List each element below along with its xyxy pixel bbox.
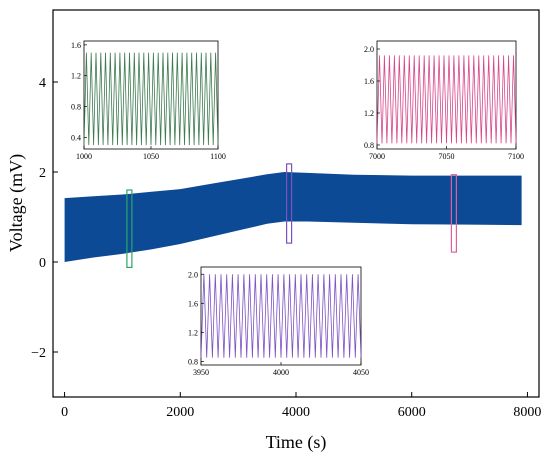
signal-envelope-area-0 (64, 172, 522, 262)
x-tick-label: 4000 (282, 405, 310, 420)
y-tick-label: −2 (31, 346, 46, 361)
inset-y-tick-label: 0.8 (364, 141, 374, 150)
x-axis-title: Time (s) (266, 432, 327, 453)
inset-y-tick-label: 2.0 (364, 45, 374, 54)
x-tick-label: 6000 (398, 405, 426, 420)
inset-0: 1000 1050 1100 0.4 0.8 1.2 1.6 (71, 40, 226, 161)
inset-x-tick-label: 7000 (369, 152, 385, 161)
x-tick-label: 0 (61, 405, 68, 420)
inset-2: 7000 7050 7100 0.8 1.2 1.6 2.0 (364, 40, 524, 161)
highlight-box-0 (126, 189, 133, 269)
x-tick-label: 2000 (166, 405, 194, 420)
inset-y-tick-label: 0.4 (71, 133, 81, 142)
inset-signal-line (83, 52, 219, 146)
inset-x-tick-label: 1000 (76, 152, 92, 161)
inset-1: 3950 4000 4050 0.8 1.2 1.6 2.0 (188, 266, 369, 377)
inset-signal-line (376, 55, 517, 144)
inset-y-tick-label: 0.8 (71, 103, 81, 112)
y-tick-label: 0 (39, 256, 46, 271)
inset-y-tick-label: 1.6 (364, 77, 374, 86)
inset-y-tick-label: 1.2 (364, 109, 374, 118)
y-tick-label: 2 (39, 166, 46, 181)
inset-x-tick-label: 1100 (210, 152, 226, 161)
inset-y-tick-label: 1.6 (71, 41, 81, 50)
highlight-box-2 (450, 174, 457, 253)
inset-y-tick-label: 1.2 (188, 328, 198, 337)
inset-x-tick-label: 7100 (508, 152, 524, 161)
inset-y-tick-label: 1.2 (71, 72, 81, 81)
main-plot-marks (64, 163, 522, 269)
inset-signal-line (200, 274, 362, 358)
inset-x-tick-label: 3950 (193, 368, 209, 377)
inset-y-tick-label: 2.0 (188, 270, 198, 279)
x-tick-label: 8000 (513, 405, 541, 420)
inset-y-tick-label: 1.6 (188, 299, 198, 308)
inset-x-tick-label: 4000 (273, 368, 289, 377)
main-axes: 0 2000 4000 6000 8000 −2 0 2 4 (31, 76, 541, 420)
inset-x-tick-label: 1050 (143, 152, 159, 161)
y-tick-label: 4 (39, 76, 46, 91)
inset-y-tick-label: 0.8 (188, 357, 198, 366)
inset-x-tick-label: 4050 (353, 368, 369, 377)
highlight-box-1 (286, 163, 293, 244)
inset-x-tick-label: 7050 (439, 152, 455, 161)
y-axis-title: Voltage (mV) (6, 154, 27, 252)
